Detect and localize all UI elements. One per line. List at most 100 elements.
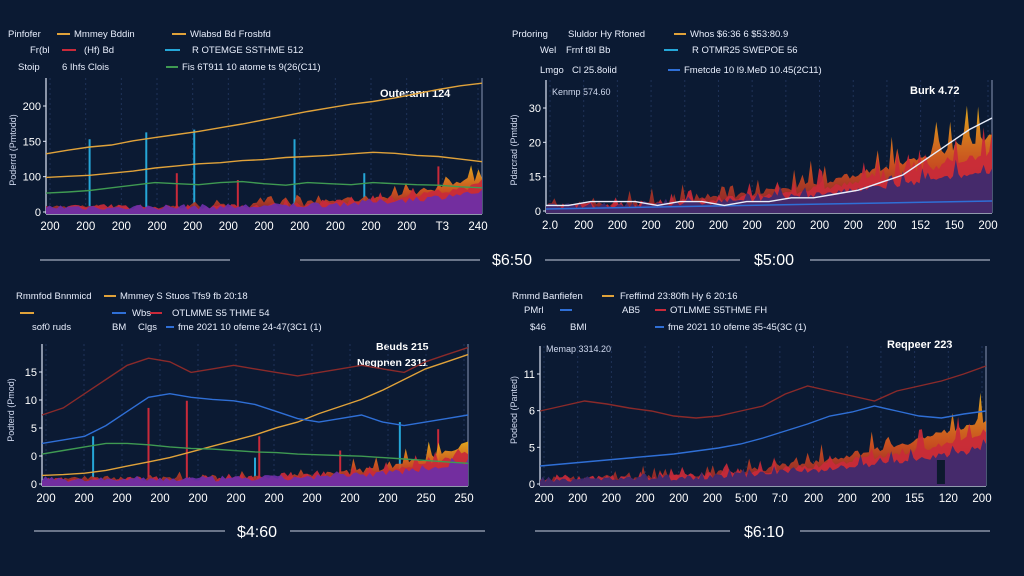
- series-line-dark_red: [539, 365, 987, 419]
- chart-3-ylabel: Podeod (Panted): [509, 376, 519, 444]
- chart-2-ylabel: Podterd (Pmod): [6, 378, 16, 442]
- area-layer-2: [46, 189, 482, 214]
- x-tick-label: 200: [568, 493, 587, 505]
- x-tick-label: 200: [219, 221, 238, 233]
- x-tick-label: 200: [709, 220, 728, 232]
- y-tick-label: 0: [31, 479, 37, 491]
- x-tick-label: 200: [743, 220, 762, 232]
- series-line-thin: [546, 117, 993, 207]
- x-tick-label: 200: [340, 493, 359, 505]
- x-tick-label: 200: [574, 220, 593, 232]
- legend-2-label-0: Mmmey S Stuos Tfs9 fb 20:18: [120, 291, 248, 302]
- x-tick-label: 200: [112, 493, 131, 505]
- legend-2: Rmmfod Bnnmicd Mmmey S Stuos Tfs9 fb 20:…: [16, 291, 322, 333]
- x-tick-label: 200: [534, 493, 553, 505]
- legend-3-key-3: $46: [530, 322, 546, 333]
- y-tick-label: 15: [529, 172, 541, 184]
- y-tick-label: 0: [35, 207, 41, 219]
- legend-0-label-4: 6 Ihfs Clois: [62, 62, 109, 73]
- area-layer-2: [546, 159, 992, 213]
- y-tick-label: 100: [23, 172, 41, 184]
- series-line-blue: [545, 200, 993, 210]
- plot-area-0: 200 200 200 200 200 200 200 200 200 200 200 T3 240 0 1…: [23, 78, 488, 233]
- x-tick-label: 200: [669, 493, 688, 505]
- y-tick-label: 0: [529, 479, 535, 491]
- chart-2-summary-value: $4:60: [237, 524, 277, 541]
- x-tick-label: 200: [641, 220, 660, 232]
- chart-1-summary-value: $5:00: [754, 252, 794, 269]
- chart-3-subtitle: Memap 3314.20: [546, 344, 611, 354]
- chart-panel-1: Prdoring Sluldor Hy Rfoned Whos $6:36 6 …: [509, 29, 990, 269]
- x-tick-label: 200: [40, 221, 59, 233]
- y-tick-label: 10: [25, 395, 37, 407]
- x-tick-label: 200: [810, 220, 829, 232]
- plot-area-3: 200 200 200 200 200 200 5:00 7:0 200 200 200 155 120…: [524, 346, 992, 505]
- legend-0-key-1: Fr(bl: [30, 45, 50, 56]
- legend-1-label-3: R OTMR25 SWEPOE 56: [692, 45, 798, 56]
- legend-3-key-1: PMrl: [524, 305, 544, 316]
- chart-panel-2: Rmmfod Bnnmicd Mmmey S Stuos Tfs9 fb 20:…: [6, 291, 485, 541]
- y-tick-label: 11: [524, 369, 535, 381]
- legend-1-label-2: Whos $6:36 6 $53:80.9: [690, 29, 788, 40]
- series-line-low: [45, 180, 483, 194]
- x-tick-label: 240: [468, 221, 487, 233]
- series-line-green: [41, 442, 469, 464]
- x-tick-label: 2.0: [542, 220, 558, 232]
- legend-3-label-1: AB5: [622, 305, 640, 316]
- chart-1-subtitle: Kenmp 574.60: [552, 87, 611, 97]
- x-tick-label: 120: [939, 493, 958, 505]
- legend-2-key-0: Rmmfod Bnnmicd: [16, 291, 92, 302]
- y-tick-label: 0: [31, 451, 37, 463]
- x-tick-label: 200: [264, 493, 283, 505]
- legend-3-label-2: OTLMME S5THME FH: [670, 305, 767, 316]
- x-tick-label: 155: [905, 493, 924, 505]
- y-tick-label: 5: [31, 423, 37, 435]
- legend-1-label-5: Fmetcde 10 l9.MeD 10.45(2C11): [684, 65, 822, 76]
- chart-1-ylabel: Pdarcrad (Pmtdd): [509, 114, 519, 185]
- legend-1-label-4: Cl 25.8olid: [572, 65, 617, 76]
- legend-2-label-3: OTLMME S5 THME 54: [172, 308, 270, 319]
- x-tick-label: 200: [844, 220, 863, 232]
- chart-panel-3: Rmmd Banfiefen Freffimd 23:80fh Hy 6 20:…: [509, 291, 990, 541]
- x-tick-label: 150: [945, 220, 964, 232]
- legend-0-key-4: Stoip: [18, 62, 40, 73]
- plot-area-2: 200 200 200 200 200 200 200 200 200 200 250 250 0 0 5 1…: [25, 344, 474, 505]
- legend-0: Pinfofer Mmmey Bddin Wlabsd Bd Frosbfd F…: [8, 29, 321, 73]
- x-tick-label: 200: [838, 493, 857, 505]
- x-tick-label: 200: [378, 493, 397, 505]
- series-line-dark_red: [41, 346, 469, 416]
- y-tick-label: 6: [529, 406, 535, 418]
- y-tick-label: 150: [23, 136, 41, 148]
- chart-0-ylabel: Poderrd (Pmtodd): [8, 114, 18, 186]
- legend-2-label-1: Wbs: [132, 308, 151, 319]
- x-tick-label: 200: [978, 220, 997, 232]
- y-tick-label: 20: [529, 137, 541, 149]
- legend-3-label-4: fme 2021 10 ofeme 35-45(3C (1): [668, 322, 806, 333]
- area-layer-2: [42, 457, 468, 486]
- legend-3: Rmmd Banfiefen Freffimd 23:80fh Hy 6 20:…: [512, 291, 806, 333]
- legend-2-label-4: Clgs: [138, 322, 157, 333]
- legend-3-key-0: Rmmd Banfiefen: [512, 291, 583, 302]
- legend-0-key-0: Pinfofer: [8, 29, 41, 40]
- y-tick-label: 5: [529, 442, 535, 454]
- x-tick-label: 200: [254, 221, 273, 233]
- x-tick-label: 200: [877, 220, 896, 232]
- chart-3-summary-value: $6:10: [744, 524, 784, 541]
- legend-1-label-1: Frnf t8I Bb: [566, 45, 610, 56]
- x-tick-label: 200: [147, 221, 166, 233]
- chart-panel-0: Pinfofer Mmmey Bddin Wlabsd Bd Frosbfd F…: [8, 29, 532, 269]
- legend-1-key-0: Prdoring: [512, 29, 548, 40]
- series-line-blue: [41, 392, 469, 445]
- x-tick-label: 200: [602, 493, 621, 505]
- legend-3-label-3: BMI: [570, 322, 587, 333]
- x-tick-label: 250: [416, 493, 435, 505]
- chart-2-annotation-0: Beuds 215: [376, 341, 429, 353]
- y-tick-label: 0: [535, 206, 541, 218]
- plot-area-1: 2.0 200 200 200 200 200 200 200 200 200 200 152 150 2…: [529, 80, 998, 232]
- y-tick-label: 30: [529, 103, 541, 115]
- x-tick-label: 200: [150, 493, 169, 505]
- x-tick-label: 200: [188, 493, 207, 505]
- x-tick-label: 200: [326, 221, 345, 233]
- series-line-trend: [45, 82, 483, 155]
- legend-0-label-1: (Hf) Bd: [84, 45, 114, 56]
